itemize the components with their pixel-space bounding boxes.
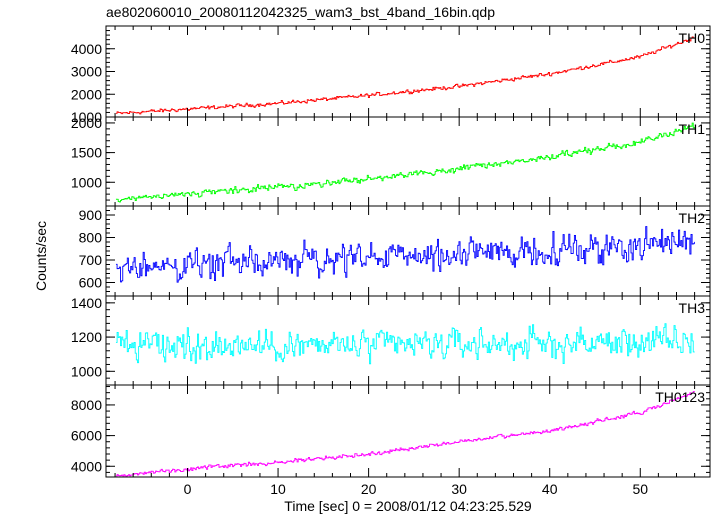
- panel-frame: [105, 25, 711, 118]
- panel-th0: 1000 2000 3000 4000 TH0: [71, 25, 711, 125]
- y-tick-label: 3000: [71, 64, 102, 80]
- panel-label-th0: TH0: [679, 30, 706, 46]
- panel-label-th1: TH1: [679, 121, 706, 137]
- x-tick-label: 40: [542, 481, 558, 497]
- y-tick-label: 1400: [71, 295, 102, 311]
- x-axis-label: Time [sec] 0 = 2008/01/12 04:23:25.529: [284, 498, 532, 514]
- y-tick-label: 700: [79, 252, 103, 268]
- y-tick-label: 1500: [71, 145, 102, 161]
- panel-frame: [105, 205, 711, 297]
- panel-frame: [105, 116, 711, 207]
- x-tick-label: 30: [451, 481, 467, 497]
- x-axis: 0 10 20 30 40 50: [184, 481, 649, 497]
- y-tick-label: 4000: [71, 41, 102, 57]
- panel-label-th0123: TH0123: [655, 389, 705, 405]
- y-tick-label: 600: [79, 275, 103, 291]
- x-tick-label: 0: [184, 481, 192, 497]
- panel-th3: 1000 1200 1400 TH3: [71, 295, 711, 386]
- x-tick-label: 20: [361, 481, 377, 497]
- y-axis-label: Counts/sec: [33, 221, 49, 291]
- panel-label-th2: TH2: [679, 210, 706, 226]
- x-tick-label: 10: [270, 481, 286, 497]
- y-tick-label: 1200: [71, 329, 102, 345]
- y-tick-label: 6000: [71, 428, 102, 444]
- chart-title: ae802060010_20080112042325_wam3_bst_4ban…: [106, 4, 495, 20]
- y-tick-label: 800: [79, 230, 103, 246]
- panel-th2: 600 700 800 900 TH2: [79, 205, 711, 297]
- panel-label-th3: TH3: [679, 300, 706, 316]
- y-tick-label: 8000: [71, 397, 102, 413]
- y-tick-label: 2000: [71, 86, 102, 102]
- panel-th0123: 4000 6000 8000 TH0123: [71, 384, 711, 478]
- y-tick-label: 4000: [71, 458, 102, 474]
- series-th0123-line: [115, 391, 695, 477]
- y-tick-label: 1000: [71, 363, 102, 379]
- series-th1-line: [115, 122, 695, 203]
- series-th3-line: [115, 323, 695, 365]
- y-tick-label: 1000: [71, 174, 102, 190]
- series-th0-line: [115, 36, 695, 115]
- panel-th1: 1000 1500 2000 TH1: [71, 115, 711, 207]
- x-tick-label: 50: [632, 481, 648, 497]
- panel-frame: [105, 384, 711, 478]
- y-tick-label: 1000: [71, 109, 102, 125]
- y-tick-label: 900: [79, 207, 103, 223]
- y-tick-label: 2000: [71, 115, 102, 131]
- series-th2-line: [115, 226, 695, 283]
